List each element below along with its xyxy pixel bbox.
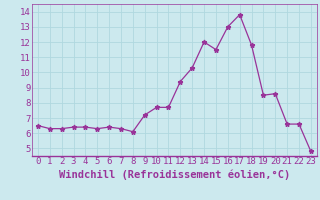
X-axis label: Windchill (Refroidissement éolien,°C): Windchill (Refroidissement éolien,°C) bbox=[59, 169, 290, 180]
